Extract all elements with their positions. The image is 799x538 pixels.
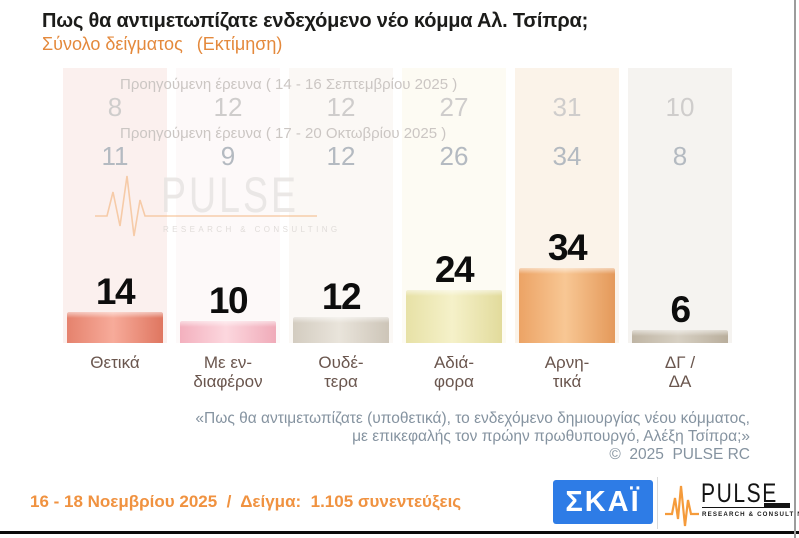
bar-value-label: 14 [95,271,136,313]
pulse-waveform-icon [665,485,699,527]
bar-value-label: 6 [670,288,691,330]
prev-survey-value: 12 [326,141,356,171]
footnote-line2: με επικεφαλής τον πρώην πρωθυπουργό, Αλέ… [352,428,750,445]
bar-column: 10 [176,280,280,343]
bottom-border [0,531,799,534]
category-label: ΔΓ / ΔΑ [628,353,732,391]
prev-survey-2-label: Προηγούμενη έρευνα ( 17 - 20 Οκτωβρίου 2… [120,125,447,142]
category-label-line: φορα [434,372,474,391]
footnote: «Πως θα αντιμετωπίζατε (υποθετικά), το ε… [195,410,750,464]
prev-survey-value: 27 [439,92,469,122]
bar [67,312,163,343]
page-title: Πως θα αντιμετωπίζατε ενδεχόμενο νέο κόμ… [42,10,589,32]
category-labels: Θετικά Με εν-διαφέρον Ουδέ-τερα Αδιά-φορα Αρ… [63,353,732,391]
prev-survey-value: 34 [552,141,582,171]
bar-value-label: 34 [547,227,588,269]
skai-logo-text: ΣΚΑΪ [565,485,641,518]
category-label-line: Αρνη- [544,353,590,372]
category-label-line: διαφέρον [193,372,263,391]
pulse-logo-subtext: RESEARCH & CONSULTING [702,511,799,518]
pulse-watermark: PULSE RESEARCH & CONSULTING [91,166,337,246]
category-label: Με εν-διαφέρον [176,353,280,391]
prev-survey-2-values: 11 9 12 26 34 8 [63,143,732,169]
logo-divider [657,477,658,529]
column-tint [289,68,393,343]
bar [632,329,728,343]
prev-survey-value: 8 [672,141,688,171]
category-label-line: Θετικά [90,353,140,372]
category-label-line: τικά [552,372,582,391]
bar [293,316,389,343]
pulse-logo: PULSE RESEARCH & CONSULTING [664,478,799,531]
skai-logo: ΣΚΑΪ [553,480,653,524]
category-label-line: Με εν- [203,353,253,372]
category-label: Θετικά [63,353,167,391]
prev-survey-value: 31 [552,92,582,122]
pulse-logo-text: PULSE [701,478,778,508]
prev-survey-value: 26 [439,141,469,171]
prev-survey-value: 12 [213,92,243,122]
category-label: Αρνη-τικά [515,353,619,391]
footnote-line1: «Πως θα αντιμετωπίζατε (υποθετικά), το ε… [195,410,750,427]
bar-column: 6 [628,288,732,343]
category-label-line: τερα [324,372,358,391]
column-tint [628,68,732,343]
survey-date-sample: 16 - 18 Νοεμβρίου 2025 / Δείγμα: 1.105 σ… [30,492,462,511]
prev-survey-1-label: Προηγούμενη έρευνα ( 14 - 16 Σεπτεμβρίου… [120,76,458,93]
watermark-subtext: RESEARCH & CONSULTING [163,225,341,234]
category-label-line: ΔΑ [668,372,692,391]
bar [180,321,276,343]
pulse-logo-mark [764,503,790,508]
bar [519,268,615,343]
column-tint [176,68,280,343]
category-label-line: Αδιά- [433,353,475,372]
right-border [794,0,796,538]
bar-column: 12 [289,275,393,343]
bar [406,290,502,343]
category-label: Αδιά-φορα [402,353,506,391]
prev-survey-1-values: 8 12 12 27 31 10 [63,94,732,120]
bar-column: 34 [515,227,619,343]
bar-value-label: 10 [208,280,249,321]
prev-survey-value: 8 [107,92,123,122]
pulse-logo-underline [702,507,790,508]
page-subtitle: Σύνολο δείγματος (Εκτίμηση) [42,34,282,55]
bars-row: 14 10 12 24 34 6 [63,68,732,343]
prev-survey-value: 11 [101,141,129,171]
prev-survey-value: 9 [220,141,236,171]
category-label: Ουδέ-τερα [289,353,393,391]
category-label-line: ΔΓ / [664,353,696,372]
prev-survey-value: 12 [326,92,356,122]
bar-column: 14 [63,271,167,343]
bar-value-label: 12 [321,275,362,317]
subtitle-estimate: (Εκτίμηση) [196,34,283,54]
category-label-line: Ουδέ- [318,353,364,372]
subtitle-sample: Σύνολο δείγματος [42,34,183,54]
bar-chart: Προηγούμενη έρευνα ( 14 - 16 Σεπτεμβρίου… [63,68,732,343]
copyright-line: © 2025 PULSE RC [609,446,750,463]
bar-column: 24 [402,249,506,343]
pulse-waveform-icon [95,175,317,237]
prev-survey-value: 10 [665,92,695,122]
previous-surveys: Προηγούμενη έρευνα ( 14 - 16 Σεπτεμβρίου… [63,68,732,169]
watermark-wordmark: PULSE [161,167,299,223]
bar-value-label: 24 [434,249,475,291]
